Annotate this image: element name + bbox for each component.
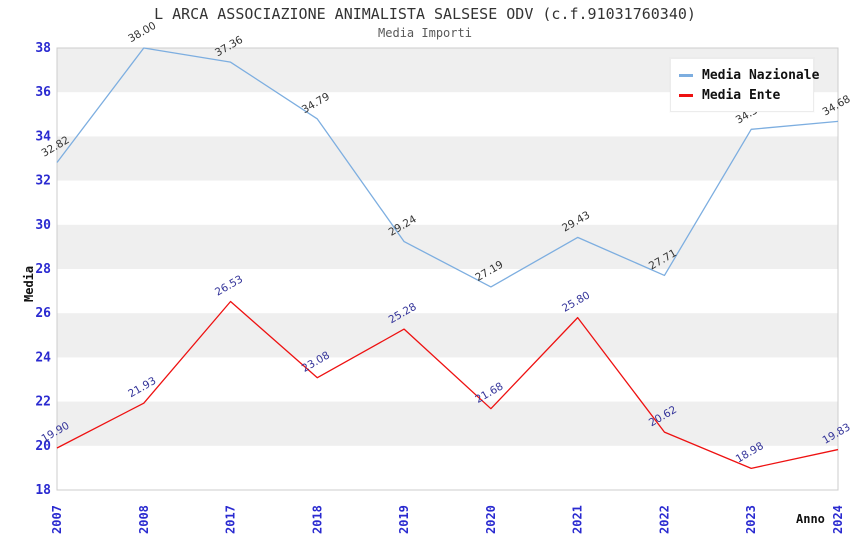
x-tick-label: 2018: [310, 505, 324, 534]
point-label: 34.68: [820, 93, 850, 118]
legend-item-media-ente: Media Ente: [679, 85, 809, 105]
x-tick-label: 2021: [571, 505, 585, 534]
y-tick-label: 34: [35, 129, 51, 144]
point-label: 26.53: [213, 273, 245, 298]
y-tick-label: 20: [35, 439, 51, 454]
point-label: 38.00: [126, 20, 158, 45]
x-tick-label: 2017: [224, 505, 238, 534]
y-tick-label: 30: [35, 218, 51, 233]
x-tick-label: 2020: [484, 505, 498, 534]
legend-item-media-nazionale: Media Nazionale: [679, 65, 819, 85]
x-tick-label: 2007: [50, 505, 64, 534]
x-tick-label: 2023: [744, 505, 758, 534]
chart-title: L ARCA ASSOCIAZIONE ANIMALISTA SALSESE O…: [154, 5, 696, 23]
y-tick-label: 32: [35, 174, 51, 189]
point-label: 21.93: [126, 375, 158, 400]
point-label: 34.79: [300, 91, 332, 116]
series-line-media-nazionale: [56, 47, 839, 288]
legend: Media Nazionale Media Ente: [670, 58, 819, 112]
grid-band: [57, 313, 838, 358]
line-swatch-red-icon: [679, 93, 693, 97]
y-tick-label: 28: [35, 262, 51, 277]
x-tick-label: 2008: [137, 505, 151, 534]
point-label: 25.80: [560, 289, 592, 314]
legend-label: Media Ente: [702, 87, 781, 103]
x-axis-title: Anno: [796, 512, 825, 526]
series-line-media-ente: [56, 300, 839, 469]
legend-label: Media Nazionale: [702, 67, 820, 83]
y-tick-label: 18: [35, 483, 51, 498]
plot-border: [56, 47, 839, 491]
y-tick-label: 22: [35, 395, 51, 410]
y-axis-title: Media: [22, 265, 36, 302]
y-tick-label: 26: [35, 306, 51, 321]
y-tick-label: 36: [35, 85, 51, 100]
line-swatch-blue-icon: [679, 73, 693, 77]
grid-band: [57, 136, 838, 181]
grid-band: [57, 401, 838, 446]
grid-band: [57, 224, 838, 269]
x-tick-label: 2019: [397, 505, 411, 534]
chart-subtitle: Media Importi: [378, 26, 472, 40]
y-tick-label: 38: [35, 41, 51, 56]
y-tick-label: 24: [35, 350, 51, 365]
x-tick-label: 2022: [657, 505, 671, 534]
x-tick-label: 2024: [831, 505, 845, 534]
